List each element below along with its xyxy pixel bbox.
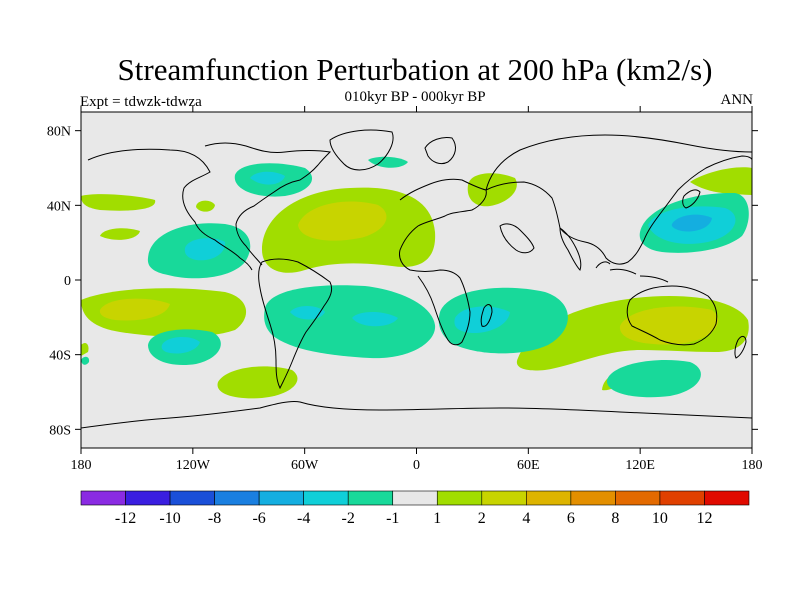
- east-pacific-south-high: [81, 342, 89, 356]
- strong-positive-fields: [99, 201, 719, 345]
- scandinavia-coast: [424, 137, 456, 165]
- colorbar-label: -10: [159, 510, 180, 527]
- asia-coast: [485, 134, 752, 265]
- japan-coast: [682, 189, 701, 209]
- colorbar: [80, 490, 750, 506]
- australia-coast: [626, 285, 718, 346]
- colorbar-swatch: [704, 490, 750, 506]
- colorbar-labels: -12 -10 -8 -6 -4 -2 -1 1 2 4 6 8 10 12: [115, 510, 713, 527]
- antarctica-coast: [81, 401, 752, 429]
- season-label: ANN: [720, 92, 754, 108]
- colorbar-label: -2: [342, 510, 355, 527]
- colorbar-swatch: [570, 490, 616, 506]
- colorbar-swatch: [526, 490, 572, 506]
- positive-anomaly-fields: [81, 167, 752, 399]
- colorbar-swatch: [303, 490, 349, 506]
- south-america-south-high: [217, 366, 298, 399]
- south-atlantic-core: [290, 306, 325, 320]
- north-america-coast: [87, 142, 332, 271]
- aleutian-high: [690, 167, 752, 195]
- colorbar-label: 4: [522, 510, 530, 527]
- colorbar-swatch: [615, 490, 661, 506]
- southeast-pacific-core: [161, 336, 200, 354]
- colorbar-swatch: [214, 490, 260, 506]
- north-pacific-dateline-high: [81, 194, 156, 211]
- colorbar-label: -4: [297, 510, 310, 527]
- madagascar-coast: [480, 304, 493, 327]
- south-atlantic-core-2: [352, 312, 398, 327]
- lon-tick-label: 0: [413, 458, 420, 473]
- colorbar-label: -8: [208, 510, 221, 527]
- colorbar-label: 8: [611, 510, 619, 527]
- strong-negative-fields: [161, 171, 736, 354]
- lon-tick-label: 180: [71, 458, 92, 473]
- colorbar-swatch: [258, 490, 304, 506]
- indonesia-coast: [595, 261, 669, 283]
- new-zealand-coast: [734, 335, 747, 359]
- colorbar-swatch: [125, 490, 171, 506]
- lat-tick-label: 40S: [49, 349, 71, 364]
- experiment-label: Expt = tdwzk-tdwza: [80, 94, 202, 110]
- colorbar-label: 12: [696, 510, 712, 527]
- greenland-coast: [329, 129, 394, 171]
- colorbar-swatch: [659, 490, 705, 506]
- arabia-coast: [499, 223, 535, 254]
- subtropical-pacific-high: [100, 228, 140, 240]
- lat-tick-label: 80N: [47, 125, 71, 140]
- colorbar-label: 1: [433, 510, 441, 527]
- contour-fields: [81, 129, 752, 429]
- australia-core: [619, 306, 719, 345]
- lon-tick-label: 120E: [625, 458, 655, 473]
- longitude-labels: 180 120W 60W 0 60E 120E 180: [71, 458, 763, 473]
- lat-tick-label: 0: [64, 274, 71, 289]
- colorbar-label: 2: [478, 510, 486, 527]
- north-atlantic-core: [298, 201, 387, 241]
- europe-africa-coast: [399, 178, 487, 346]
- colorbar-label: 6: [567, 510, 575, 527]
- greenland-low: [368, 156, 408, 168]
- colorbar-swatch: [347, 490, 394, 506]
- hudson-bay-core: [250, 171, 285, 185]
- south-pacific-core: [99, 298, 170, 321]
- colorbar-label: -6: [252, 510, 265, 527]
- latitude-labels: 80N 40N 0 40S 80S: [47, 125, 71, 439]
- eastern-pacific-core: [184, 238, 226, 261]
- lat-tick-label: 80S: [49, 423, 71, 438]
- colorbar-swatch: [80, 490, 126, 506]
- lon-tick-label: 60E: [517, 458, 540, 473]
- south-america-coast: [258, 258, 333, 390]
- antarctic-edge-low: [81, 356, 90, 365]
- colorbar-label: -1: [386, 510, 399, 527]
- northwest-pacific-inner: [671, 214, 712, 232]
- mediterranean-high: [467, 173, 517, 207]
- coastlines: [81, 129, 752, 429]
- colorbar-label: 10: [652, 510, 668, 527]
- map-background: [81, 112, 752, 448]
- colorbar-swatch: [169, 490, 215, 506]
- lon-tick-label: 180: [742, 458, 763, 473]
- colorbar-swatch: [436, 490, 483, 506]
- gulf-high: [196, 200, 215, 212]
- colorbar-label: -12: [115, 510, 136, 527]
- colorbar-swatch: [392, 490, 438, 506]
- india-coast: [559, 227, 582, 271]
- colorbar-swatch: [481, 490, 527, 506]
- subtitle: 010kyr BP - 000kyr BP: [344, 89, 486, 105]
- south-atlantic-low: [264, 285, 436, 359]
- southern-ocean-low: [606, 360, 701, 398]
- lon-tick-label: 60W: [291, 458, 319, 473]
- lat-tick-label: 40N: [47, 199, 71, 214]
- tick-marks: [75, 106, 758, 454]
- page-title: Streamfunction Perturbation at 200 hPa (…: [117, 52, 713, 87]
- lon-tick-label: 120W: [176, 458, 211, 473]
